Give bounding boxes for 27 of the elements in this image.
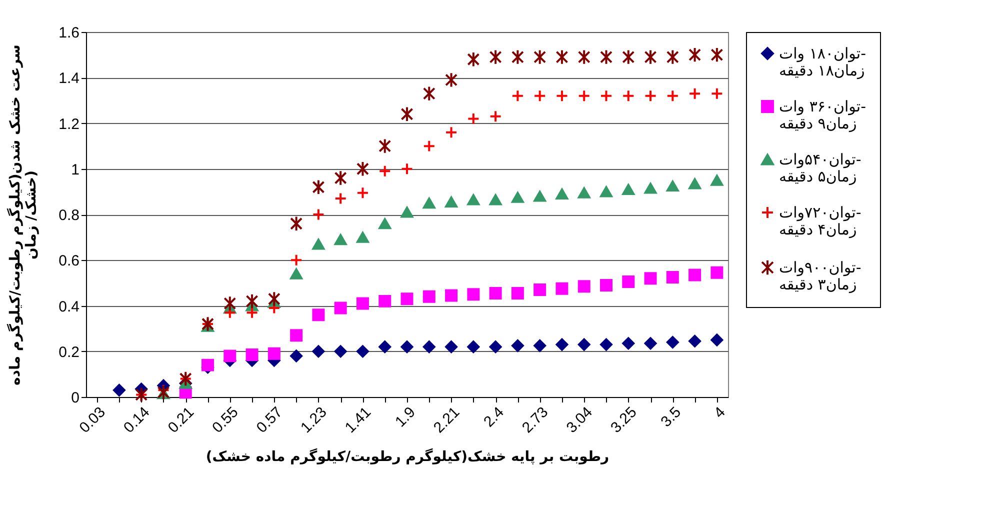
x-tick-label: 2.21 [430, 404, 464, 436]
y-tick-label: 1.4 [58, 70, 80, 88]
legend-label: توان۹۰۰وات- زمان۳ دقیقه [779, 258, 862, 294]
y-tick-label: 1 [71, 161, 80, 178]
x-tick-label: 2.4 [480, 404, 508, 431]
x-tick-label: 0.14 [120, 404, 154, 436]
y-tick-label: 0.8 [58, 207, 80, 224]
y-tick-label: 0.4 [58, 298, 80, 316]
legend-label: توان۳۶۰ وات- زمان۹ دقیقه [779, 98, 866, 132]
y-tick-label: 1.6 [58, 24, 80, 42]
x-tick-label: 0.55 [209, 404, 242, 436]
y-tick-label: 0.2 [58, 344, 80, 361]
x-tick-label: 0.03 [76, 404, 109, 436]
x-tick-label: 1.9 [392, 404, 419, 431]
y-axis-title: سرعت خشک شدن(کیلوگرم رطوبت/کیلوگرم ماده خشک/ زمان) [6, 44, 40, 386]
legend-label: توان۵۴۰وات- زمان۵ دقیقه [779, 150, 862, 186]
y-tick-label: 0 [71, 390, 80, 406]
legend-label: توان۱۸۰ وات- زمان۱۸ دقیقه [779, 44, 866, 80]
legend-label: توان۷۲۰وات- زمان۴ دقیقه [779, 204, 862, 238]
x-tick-label: 1.41 [342, 404, 375, 436]
y-tick-label: 0.6 [58, 252, 80, 270]
x-tick-label: 3.04 [563, 404, 596, 436]
x-tick-label: 3.5 [658, 404, 684, 431]
y-tick-label: 1.2 [58, 116, 80, 133]
x-tick-label: 4 [710, 404, 729, 422]
x-axis-title: رطوبت بر پایه خشک(کیلوگرم رطوبت/کیلوگرم ماده خشک) [206, 448, 610, 465]
x-tick-label: 0.21 [164, 404, 198, 436]
